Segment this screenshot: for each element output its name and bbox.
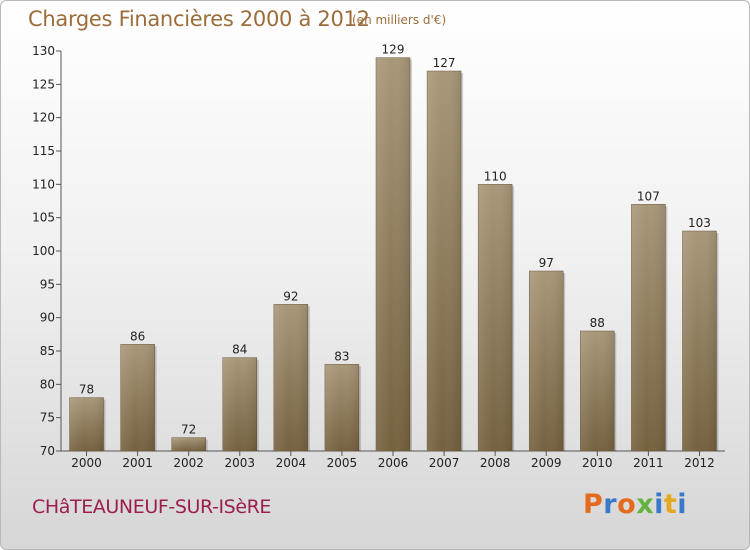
chart-axes: 70 75 80 85 90 95 100 105 110 115 120 125 130 [32,44,725,458]
bar-shine [222,357,257,451]
bar-shine [427,71,462,451]
chart-labels: 2000 78 2001 86 2002 72 2003 84 2004 92 2005 83 2006… [71,43,714,470]
proxiti-logo: Proxiti [583,489,687,520]
bar-shine [273,304,308,451]
data-label: 129 [382,43,405,57]
data-label: 72 [181,423,196,437]
logo-letter: i [654,489,664,520]
x-tick-label: 2005 [327,456,358,470]
x-tick-label: 2002 [173,456,204,470]
logo-letter: P [583,489,604,520]
bar-shine [376,57,410,452]
data-label: 110 [484,169,507,183]
x-tick-label: 2007 [429,456,460,470]
x-tick-label: 2012 [684,456,715,470]
x-tick-label: 2001 [122,456,153,470]
y-tick-label: 85 [40,344,55,358]
y-tick-label: 120 [32,111,55,125]
bar-shine [120,344,155,451]
y-tick-label: 110 [32,177,55,191]
bar-shine [529,271,564,451]
y-tick-label: 75 [40,411,55,425]
commune-name: CHâTEAUNEUF-SUR-ISèRE [32,496,272,518]
x-tick-label: 2010 [582,456,613,470]
x-tick-label: 2008 [480,456,511,470]
x-tick-label: 2011 [633,456,664,470]
x-tick-label: 2000 [71,456,102,470]
y-tick-label: 90 [40,311,55,325]
bar-shine [631,204,666,451]
logo-letter: t [663,489,678,520]
bar-shine [69,397,104,451]
logo-letter: o [617,489,637,520]
y-tick-label: 70 [40,444,55,458]
y-tick-label: 125 [32,77,55,91]
bar-shine [171,437,206,451]
y-tick-label: 130 [32,44,55,58]
data-label: 78 [79,383,94,397]
data-label: 84 [232,343,247,357]
y-tick-label: 115 [32,144,55,158]
data-label: 127 [433,56,456,70]
y-tick-label: 105 [32,211,55,225]
logo-letter: x [636,489,655,520]
data-label: 103 [688,216,711,230]
data-label: 83 [334,349,349,363]
data-label: 97 [539,256,554,270]
chart-subtitle: (en milliers d'€) [352,13,447,27]
x-tick-label: 2003 [224,456,255,470]
bar-shine [682,231,717,451]
logo-letter: r [603,489,618,520]
x-tick-label: 2004 [276,456,307,470]
chart-bars [69,57,719,452]
bar-shine [324,364,359,451]
y-tick-label: 80 [40,377,55,391]
y-tick-label: 100 [32,244,55,258]
y-tick-label: 95 [40,277,55,291]
data-label: 92 [283,289,298,303]
bar-shine [580,331,615,451]
chart-title: Charges Financières 2000 à 2012 [28,7,370,31]
data-label: 86 [130,329,145,343]
data-label: 88 [590,316,605,330]
data-label: 107 [637,189,660,203]
x-tick-label: 2009 [531,456,562,470]
x-tick-label: 2006 [378,456,409,470]
bar-shine [478,184,513,452]
logo-letter: i [677,489,688,520]
